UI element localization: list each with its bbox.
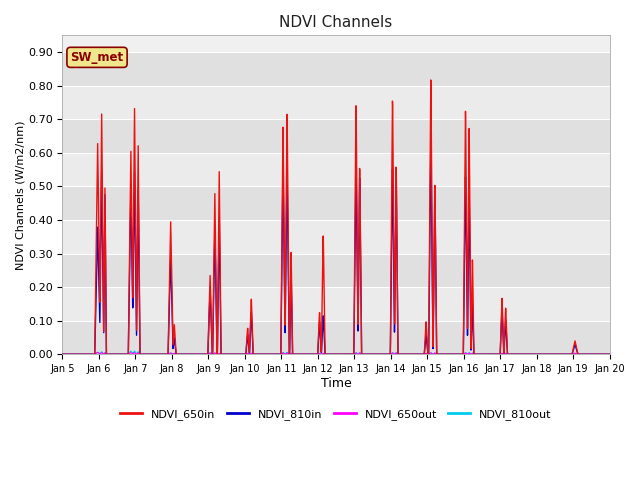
NDVI_810out — [154, 351, 161, 357]
NDVI_650in — [268, 351, 276, 357]
Bar — [62, 186, 610, 220]
NDVI_810in — [121, 351, 129, 357]
NDVI_650out — [154, 351, 161, 357]
NDVI_650in — [58, 351, 66, 357]
NDVI_650in — [292, 351, 300, 357]
Bar — [62, 86, 610, 119]
NDVI_810out — [595, 351, 603, 357]
NDVI_810in — [595, 351, 603, 357]
NDVI_810out — [121, 351, 129, 357]
NDVI_650in — [595, 351, 603, 357]
X-axis label: Time: Time — [321, 377, 351, 390]
NDVI_650out — [292, 351, 300, 357]
Bar — [62, 253, 610, 287]
NDVI_650out — [121, 351, 129, 357]
NDVI_650out — [269, 351, 276, 357]
Bar — [62, 287, 610, 321]
NDVI_810out — [127, 348, 135, 354]
Bar — [62, 119, 610, 153]
NDVI_650out — [94, 349, 102, 355]
NDVI_810out — [58, 351, 66, 357]
NDVI_810out — [536, 351, 544, 357]
Bar — [62, 220, 610, 253]
NDVI_810in — [427, 143, 435, 148]
NDVI_650out — [595, 351, 603, 357]
NDVI_650out — [536, 351, 544, 357]
NDVI_650in — [606, 351, 614, 357]
NDVI_810in — [58, 351, 66, 357]
NDVI_810in — [154, 351, 161, 357]
Line: NDVI_810in: NDVI_810in — [62, 145, 610, 354]
Y-axis label: NDVI Channels (W/m2/nm): NDVI Channels (W/m2/nm) — [15, 120, 25, 270]
Legend: NDVI_650in, NDVI_810in, NDVI_650out, NDVI_810out: NDVI_650in, NDVI_810in, NDVI_650out, NDV… — [116, 405, 556, 424]
Title: NDVI Channels: NDVI Channels — [279, 15, 392, 30]
Line: NDVI_810out: NDVI_810out — [62, 351, 610, 354]
Line: NDVI_650in: NDVI_650in — [62, 80, 610, 354]
NDVI_810in — [536, 351, 544, 357]
NDVI_810out — [269, 351, 276, 357]
NDVI_650in — [121, 351, 129, 357]
Bar — [62, 153, 610, 186]
Bar — [62, 321, 610, 354]
NDVI_810out — [292, 351, 300, 357]
NDVI_810in — [268, 351, 276, 357]
NDVI_810in — [292, 351, 300, 357]
NDVI_650out — [606, 351, 614, 357]
NDVI_650in — [427, 77, 435, 83]
NDVI_650in — [154, 351, 161, 357]
NDVI_810out — [606, 351, 614, 357]
NDVI_810in — [606, 351, 614, 357]
NDVI_650in — [536, 351, 544, 357]
Text: SW_met: SW_met — [70, 51, 124, 64]
Bar — [62, 52, 610, 86]
NDVI_650out — [58, 351, 66, 357]
Line: NDVI_650out: NDVI_650out — [62, 352, 610, 354]
